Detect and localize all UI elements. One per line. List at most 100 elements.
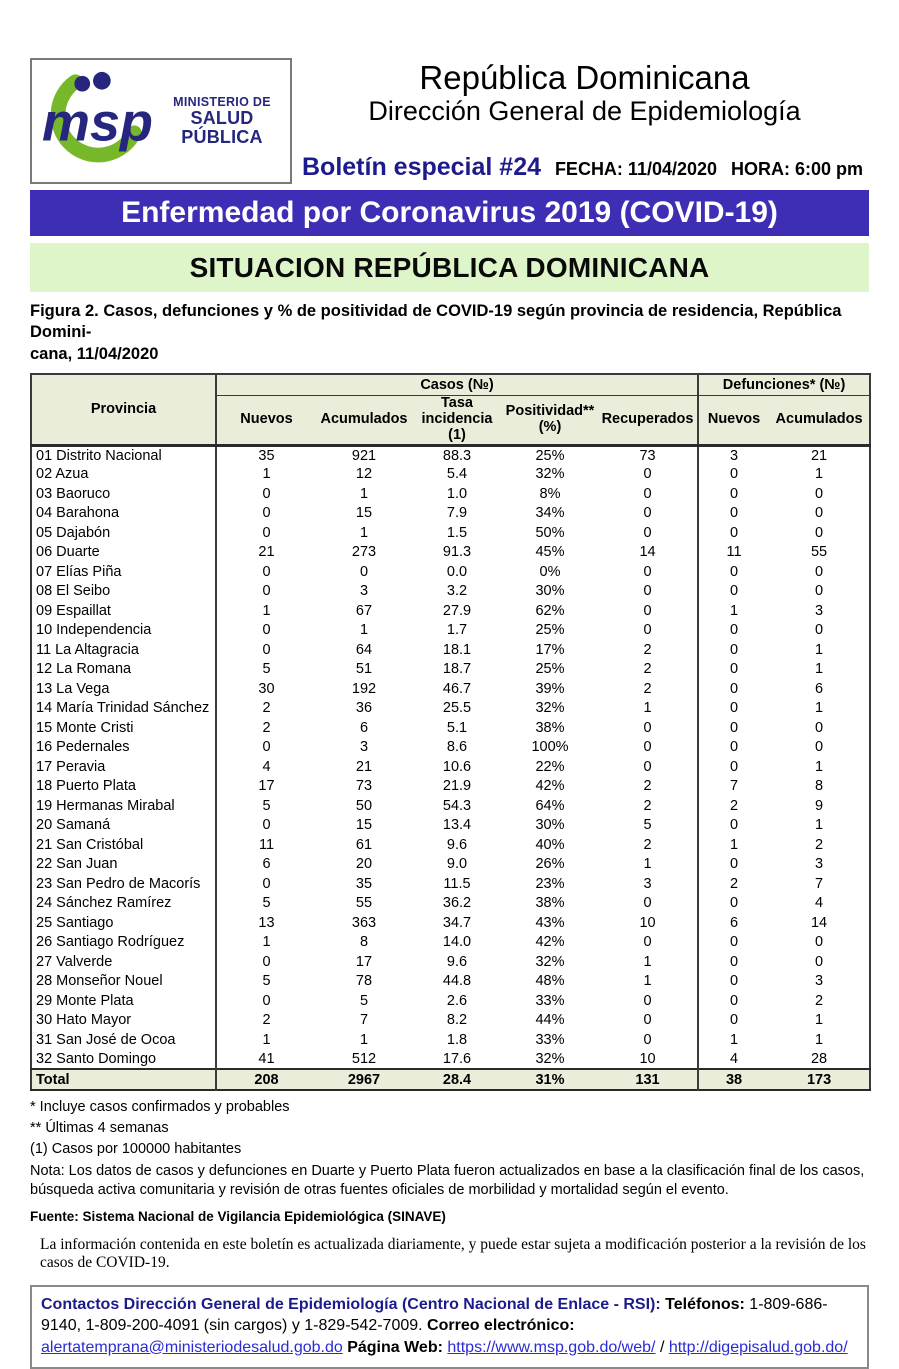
value-cell: 2967 [316, 1069, 412, 1091]
province-cell: 10 Independencia [31, 620, 217, 641]
value-cell: 18.7 [442, 661, 472, 678]
column-header-casos-acumulados: Acumulados [316, 395, 412, 446]
value-cell: 30 [258, 680, 275, 697]
value-cell: 0 [730, 992, 739, 1009]
phones-label: Teléfonos: [665, 1295, 745, 1313]
column-header-label: Recuperados [601, 410, 694, 427]
province-cell: 01 Distrito Nacional [31, 445, 217, 465]
value-cell: 3.2 [446, 583, 468, 600]
value-cell: 91.3 [442, 544, 472, 561]
value-cell: 17 [355, 953, 373, 970]
value-cell: 10 [598, 1049, 700, 1070]
table-row: 20 Samaná 0 15 13.4 30% 5 0 1 [31, 815, 870, 836]
province-cell: 02 Azua [31, 464, 217, 485]
value-cell: 1 [815, 466, 824, 483]
table-row: 04 Barahona 0 15 7.9 34% 0 0 0 [31, 503, 870, 524]
value-cell: 9 [815, 797, 824, 814]
value-cell: 26% [535, 856, 565, 873]
value-cell: 1.0 [446, 485, 468, 502]
value-cell: 32% [535, 700, 565, 717]
value-cell: 2 [815, 836, 824, 853]
msp-logo-icon: msp [36, 68, 154, 175]
value-cell: 41 [258, 1050, 275, 1067]
ministry-name-line1: MINISTERIO DE [173, 94, 271, 109]
table-row: 32 Santo Domingo 41 512 17.6 32% 10 4 28 [31, 1049, 870, 1070]
value-cell: 36.2 [442, 895, 472, 912]
province-cell: 12 La Romana [31, 659, 217, 680]
value-cell: 5.1 [446, 719, 468, 736]
value-cell: 0.0 [446, 563, 468, 580]
value-cell: 1.8 [446, 1031, 468, 1048]
value-cell: 0 [730, 817, 739, 834]
value-cell: 0 [262, 485, 271, 502]
value-cell: 0 [262, 505, 271, 522]
value-cell: 25% [535, 447, 565, 464]
value-cell: 3 [815, 602, 824, 619]
situation-banner: SITUACION REPÚBLICA DOMINICANA [30, 243, 869, 292]
value-cell: 25% [535, 622, 565, 639]
province-cell: 29 Monte Plata [31, 991, 217, 1011]
value-cell: 73 [355, 778, 373, 795]
web-label: Página Web: [347, 1338, 443, 1356]
value-cell: 3 [359, 739, 369, 756]
province-cell: 31 San José de Ocoa [31, 1030, 217, 1050]
value-cell: 30% [535, 817, 565, 834]
value-cell: 6 [730, 914, 739, 931]
value-cell: 21.9 [442, 778, 472, 795]
value-cell: 0 [598, 601, 700, 621]
value-cell: 62% [535, 602, 565, 619]
value-cell: 11.5 [443, 875, 471, 892]
value-cell: 5.4 [446, 466, 468, 483]
value-cell: 0 [730, 661, 739, 678]
value-cell: 0 [598, 464, 700, 485]
value-cell: 7 [815, 875, 824, 892]
website-link-digepi[interactable]: http://digepisalud.gob.do/ [668, 1338, 848, 1356]
value-cell: 0 [598, 1010, 700, 1031]
value-cell: 5 [262, 895, 271, 912]
province-cell: Total [31, 1069, 217, 1091]
value-cell: 0 [730, 739, 739, 756]
website-link-msp[interactable]: https://www.msp.gob.do/web/ [447, 1338, 656, 1356]
value-cell: 1 [815, 817, 824, 834]
email-link[interactable]: alertatemprana@ministeriodesalud.gob.do [41, 1338, 343, 1356]
value-cell: 0 [730, 680, 739, 697]
value-cell: 32% [535, 953, 565, 970]
country-title: República Dominicana [419, 59, 750, 96]
province-cell: 27 Valverde [31, 952, 217, 972]
column-header-label: Nuevos [707, 410, 761, 427]
value-cell: 0 [262, 583, 271, 600]
table-row: 13 La Vega 30 192 46.7 39% 2 0 6 [31, 679, 870, 699]
value-cell: 11 [726, 544, 742, 561]
value-cell: 0 [598, 737, 700, 758]
value-cell: 10.6 [442, 758, 472, 775]
province-cell: 15 Monte Cristi [31, 718, 217, 738]
value-cell: 10 [598, 913, 700, 933]
value-cell: 21 [810, 447, 828, 464]
value-cell: 1 [815, 661, 824, 678]
value-cell: 2 [598, 835, 700, 855]
province-cell: 03 Baoruco [31, 484, 217, 504]
province-cell: 14 María Trinidad Sánchez [31, 698, 217, 719]
value-cell: 1 [815, 700, 824, 717]
province-cell: 23 San Pedro de Macorís [31, 874, 217, 894]
value-cell: 28 [810, 1050, 828, 1067]
province-cell: 30 Hato Mayor [31, 1010, 217, 1031]
value-cell: 0 [815, 739, 824, 756]
bulletin-page: msp MINISTERIO DE SALUD PÚBLICA Repúblic… [30, 58, 872, 1369]
disease-title-banner: Enfermedad por Coronavirus 2019 (COVID-1… [30, 190, 869, 236]
value-cell: 0 [730, 1012, 739, 1029]
table-row: 03 Baoruco 0 1 1.0 8% 0 0 0 [31, 484, 870, 504]
value-cell: 1 [359, 622, 369, 639]
value-cell: 1 [598, 698, 700, 719]
value-cell: 8.6 [446, 739, 468, 756]
column-header-def-nuevos: Nuevos [698, 395, 770, 446]
table-row: 12 La Romana 5 51 18.7 25% 2 0 1 [31, 659, 870, 680]
table-row: 22 San Juan 6 20 9.0 26% 1 0 3 [31, 854, 870, 875]
value-cell: 100% [531, 739, 569, 756]
value-cell: 0 [262, 641, 271, 658]
value-cell: 15 [355, 817, 373, 834]
column-header-label: Tasa incidencia [421, 394, 493, 427]
column-header-label: Acumulados [320, 410, 408, 427]
value-cell: 46.7 [442, 680, 472, 697]
value-cell: 0 [262, 992, 271, 1009]
